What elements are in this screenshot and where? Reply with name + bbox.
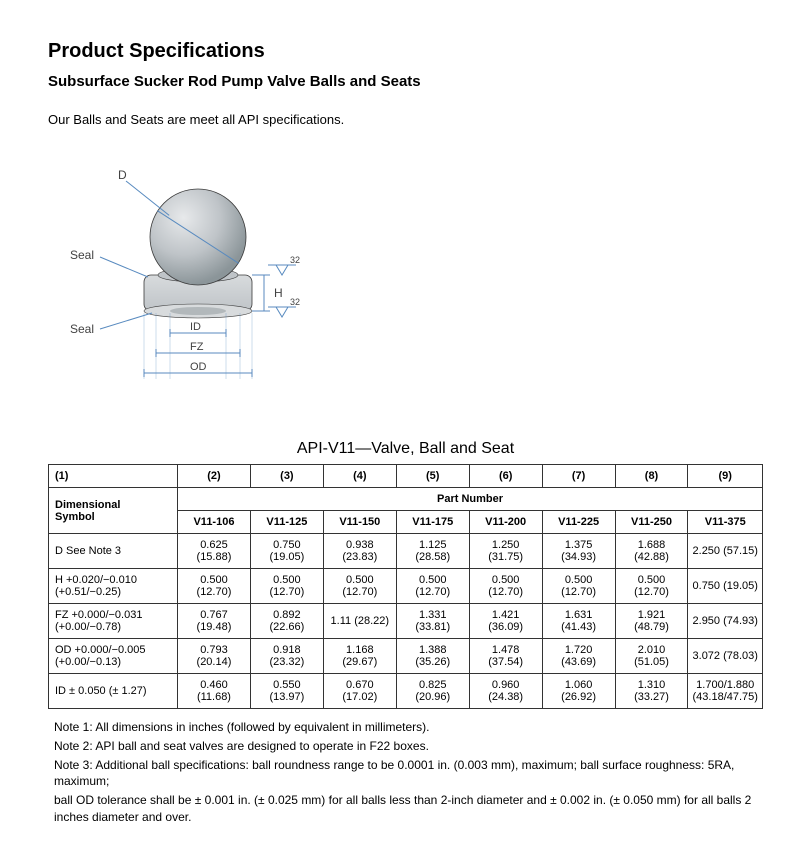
svg-text:32: 32	[290, 297, 300, 307]
col-num: (4)	[323, 465, 396, 488]
table-row: D See Note 30.625 (15.88)0.750 (19.05)0.…	[49, 534, 763, 569]
spec-cell: 0.938 (23.83)	[323, 534, 396, 569]
spec-cell: 1.388 (35.26)	[396, 639, 469, 674]
table-row: OD +0.000/−0.005(+0.00/−0.13)0.793 (20.1…	[49, 639, 763, 674]
col-num: (5)	[396, 465, 469, 488]
svg-text:Seal: Seal	[70, 248, 94, 262]
spec-cell: 1.700/1.880(43.18/47.75)	[688, 674, 763, 709]
spec-cell: 0.500 (12.70)	[615, 569, 688, 604]
spec-cell: 0.793 (20.14)	[178, 639, 251, 674]
spec-cell: 0.670 (17.02)	[323, 674, 396, 709]
spec-cell: 1.11 (28.22)	[323, 604, 396, 639]
col-num: (6)	[469, 465, 542, 488]
row-label: D See Note 3	[49, 534, 178, 569]
spec-cell: 1.720 (43.69)	[542, 639, 615, 674]
part-number: V11-225	[542, 511, 615, 534]
col-num: (7)	[542, 465, 615, 488]
spec-cell: 0.500 (12.70)	[542, 569, 615, 604]
spec-cell: 1.421 (36.09)	[469, 604, 542, 639]
col-num: (3)	[250, 465, 323, 488]
svg-text:Seal: Seal	[70, 322, 94, 336]
page-title: Product Specifications	[48, 40, 763, 63]
col-num: (9)	[688, 465, 763, 488]
spec-cell: 0.500 (12.70)	[469, 569, 542, 604]
table-row: FZ +0.000/−0.031(+0.00/−0.78)0.767 (19.4…	[49, 604, 763, 639]
spec-cell: 1.921 (48.79)	[615, 604, 688, 639]
spec-cell: 2.950 (74.93)	[688, 604, 763, 639]
row-label: ID ± 0.050 (± 1.27)	[49, 674, 178, 709]
spec-cell: 0.918 (23.32)	[250, 639, 323, 674]
spec-cell: 1.375 (34.93)	[542, 534, 615, 569]
svg-text:OD: OD	[190, 361, 207, 373]
part-number: V11-150	[323, 511, 396, 534]
spec-cell: 1.250 (31.75)	[469, 534, 542, 569]
note-line: Note 1: All dimensions in inches (follow…	[54, 719, 757, 736]
part-number: V11-250	[615, 511, 688, 534]
spec-cell: 1.478 (37.54)	[469, 639, 542, 674]
page-subtitle: Subsurface Sucker Rod Pump Valve Balls a…	[48, 73, 763, 90]
spec-cell: 0.550 (13.97)	[250, 674, 323, 709]
spec-cell: 0.625 (15.88)	[178, 534, 251, 569]
spec-cell: 0.960 (24.38)	[469, 674, 542, 709]
svg-text:32: 32	[290, 255, 300, 265]
spec-cell: 1.331 (33.81)	[396, 604, 469, 639]
spec-cell: 0.460 (11.68)	[178, 674, 251, 709]
spec-cell: 3.072 (78.03)	[688, 639, 763, 674]
col-num: (8)	[615, 465, 688, 488]
spec-cell: 0.892 (22.66)	[250, 604, 323, 639]
intro-text: Our Balls and Seats are meet all API spe…	[48, 112, 763, 127]
spec-cell: 0.500 (12.70)	[396, 569, 469, 604]
spec-cell: 2.250 (57.15)	[688, 534, 763, 569]
svg-text:D: D	[118, 168, 127, 182]
table-title: API-V11—Valve, Ball and Seat	[48, 440, 763, 458]
svg-text:ID: ID	[190, 321, 201, 333]
note-line: Note 2: API ball and seat valves are des…	[54, 738, 757, 755]
part-number: V11-106	[178, 511, 251, 534]
part-number: V11-200	[469, 511, 542, 534]
dim-symbol-header: DimensionalSymbol	[49, 488, 178, 534]
col-num: (1)	[49, 465, 178, 488]
notes-block: Note 1: All dimensions in inches (follow…	[48, 719, 763, 826]
spec-cell: 0.500 (12.70)	[250, 569, 323, 604]
part-number: V11-175	[396, 511, 469, 534]
spec-cell: 0.500 (12.70)	[178, 569, 251, 604]
spec-cell: 1.125 (28.58)	[396, 534, 469, 569]
row-label: H +0.020/−0.010(+0.51/−0.25)	[49, 569, 178, 604]
spec-cell: 1.688 (42.88)	[615, 534, 688, 569]
spec-cell: 1.060 (26.92)	[542, 674, 615, 709]
col-num: (2)	[178, 465, 251, 488]
table-row: H +0.020/−0.010(+0.51/−0.25)0.500 (12.70…	[49, 569, 763, 604]
table-row: ID ± 0.050 (± 1.27)0.460 (11.68)0.550 (1…	[49, 674, 763, 709]
spec-cell: 0.500 (12.70)	[323, 569, 396, 604]
svg-text:H: H	[274, 286, 283, 300]
note-line: ball OD tolerance shall be ± 0.001 in. (…	[54, 792, 757, 826]
spec-cell: 0.767 (19.48)	[178, 604, 251, 639]
spec-cell: 1.168 (29.67)	[323, 639, 396, 674]
spec-cell: 0.825 (20.96)	[396, 674, 469, 709]
ball-seat-diagram: D Seal Seal H 32 32 ID FZ OD	[48, 157, 763, 400]
row-label: FZ +0.000/−0.031(+0.00/−0.78)	[49, 604, 178, 639]
row-label: OD +0.000/−0.005(+0.00/−0.13)	[49, 639, 178, 674]
part-number-header: Part Number	[178, 488, 763, 511]
note-line: Note 3: Additional ball specifications: …	[54, 757, 757, 791]
svg-text:FZ: FZ	[190, 341, 204, 353]
spec-table: (1)(2)(3)(4)(5)(6)(7)(8)(9) DimensionalSy…	[48, 464, 763, 709]
spec-cell: 1.310 (33.27)	[615, 674, 688, 709]
spec-cell: 1.631 (41.43)	[542, 604, 615, 639]
spec-cell: 0.750 (19.05)	[688, 569, 763, 604]
spec-cell: 2.010 (51.05)	[615, 639, 688, 674]
part-number: V11-125	[250, 511, 323, 534]
part-number: V11-375	[688, 511, 763, 534]
spec-cell: 0.750 (19.05)	[250, 534, 323, 569]
